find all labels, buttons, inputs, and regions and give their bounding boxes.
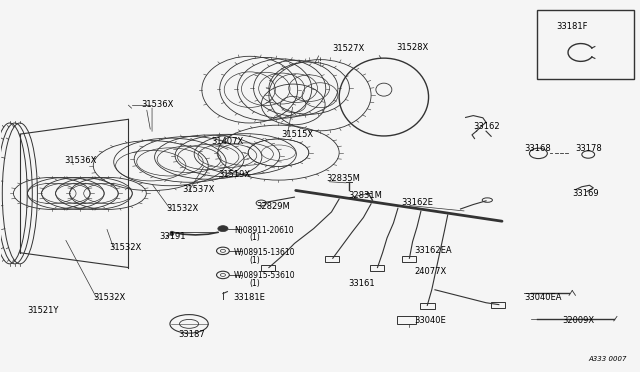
Text: W)08915-13610: W)08915-13610 <box>234 248 295 257</box>
Bar <box>261 265 275 271</box>
Text: 32831M: 32831M <box>349 191 383 200</box>
Text: 33169: 33169 <box>572 189 599 198</box>
Text: 24077X: 24077X <box>415 267 447 276</box>
Text: 31532X: 31532X <box>109 243 141 251</box>
Text: 31536X: 31536X <box>141 100 173 109</box>
Text: 31536X: 31536X <box>65 155 97 164</box>
Ellipse shape <box>170 231 173 235</box>
Text: 33162: 33162 <box>473 122 500 131</box>
Bar <box>420 303 435 309</box>
Text: A333 0007: A333 0007 <box>588 356 627 362</box>
Text: 33181E: 33181E <box>234 293 266 302</box>
Text: 31519X: 31519X <box>218 170 250 179</box>
Text: W)08915-53610: W)08915-53610 <box>234 271 296 280</box>
Text: 31515X: 31515X <box>282 129 314 139</box>
Text: N)08911-20610: N)08911-20610 <box>234 226 293 235</box>
Bar <box>491 302 505 308</box>
Circle shape <box>218 226 228 232</box>
Text: 33040EA: 33040EA <box>524 293 562 302</box>
Text: 31528X: 31528X <box>397 42 429 51</box>
Text: 31527X: 31527X <box>333 44 365 53</box>
Text: 33187: 33187 <box>178 330 205 340</box>
Text: 33168: 33168 <box>524 144 551 153</box>
Text: 31407X: 31407X <box>211 137 244 146</box>
Text: 33181F: 33181F <box>556 22 588 31</box>
Text: 31537X: 31537X <box>182 185 215 194</box>
Text: 33040E: 33040E <box>415 316 446 325</box>
Text: (1): (1) <box>250 279 260 288</box>
Bar <box>370 265 384 271</box>
Bar <box>537 10 634 78</box>
Text: 32835M: 32835M <box>326 174 360 183</box>
Text: 31532X: 31532X <box>93 293 125 302</box>
Text: 33191: 33191 <box>159 231 186 241</box>
Bar <box>325 256 339 262</box>
Text: 33162EA: 33162EA <box>415 246 452 255</box>
Text: 32829M: 32829M <box>256 202 290 211</box>
Bar <box>397 316 416 324</box>
Text: 31521Y: 31521Y <box>28 306 59 315</box>
Bar <box>402 256 416 262</box>
Text: 32009X: 32009X <box>563 316 595 325</box>
Text: 31532X: 31532X <box>167 204 199 213</box>
Text: 33162E: 33162E <box>402 198 434 207</box>
Text: (1): (1) <box>250 256 260 264</box>
Text: 33161: 33161 <box>349 279 376 288</box>
Text: (1): (1) <box>250 233 260 243</box>
Text: 33178: 33178 <box>575 144 602 153</box>
